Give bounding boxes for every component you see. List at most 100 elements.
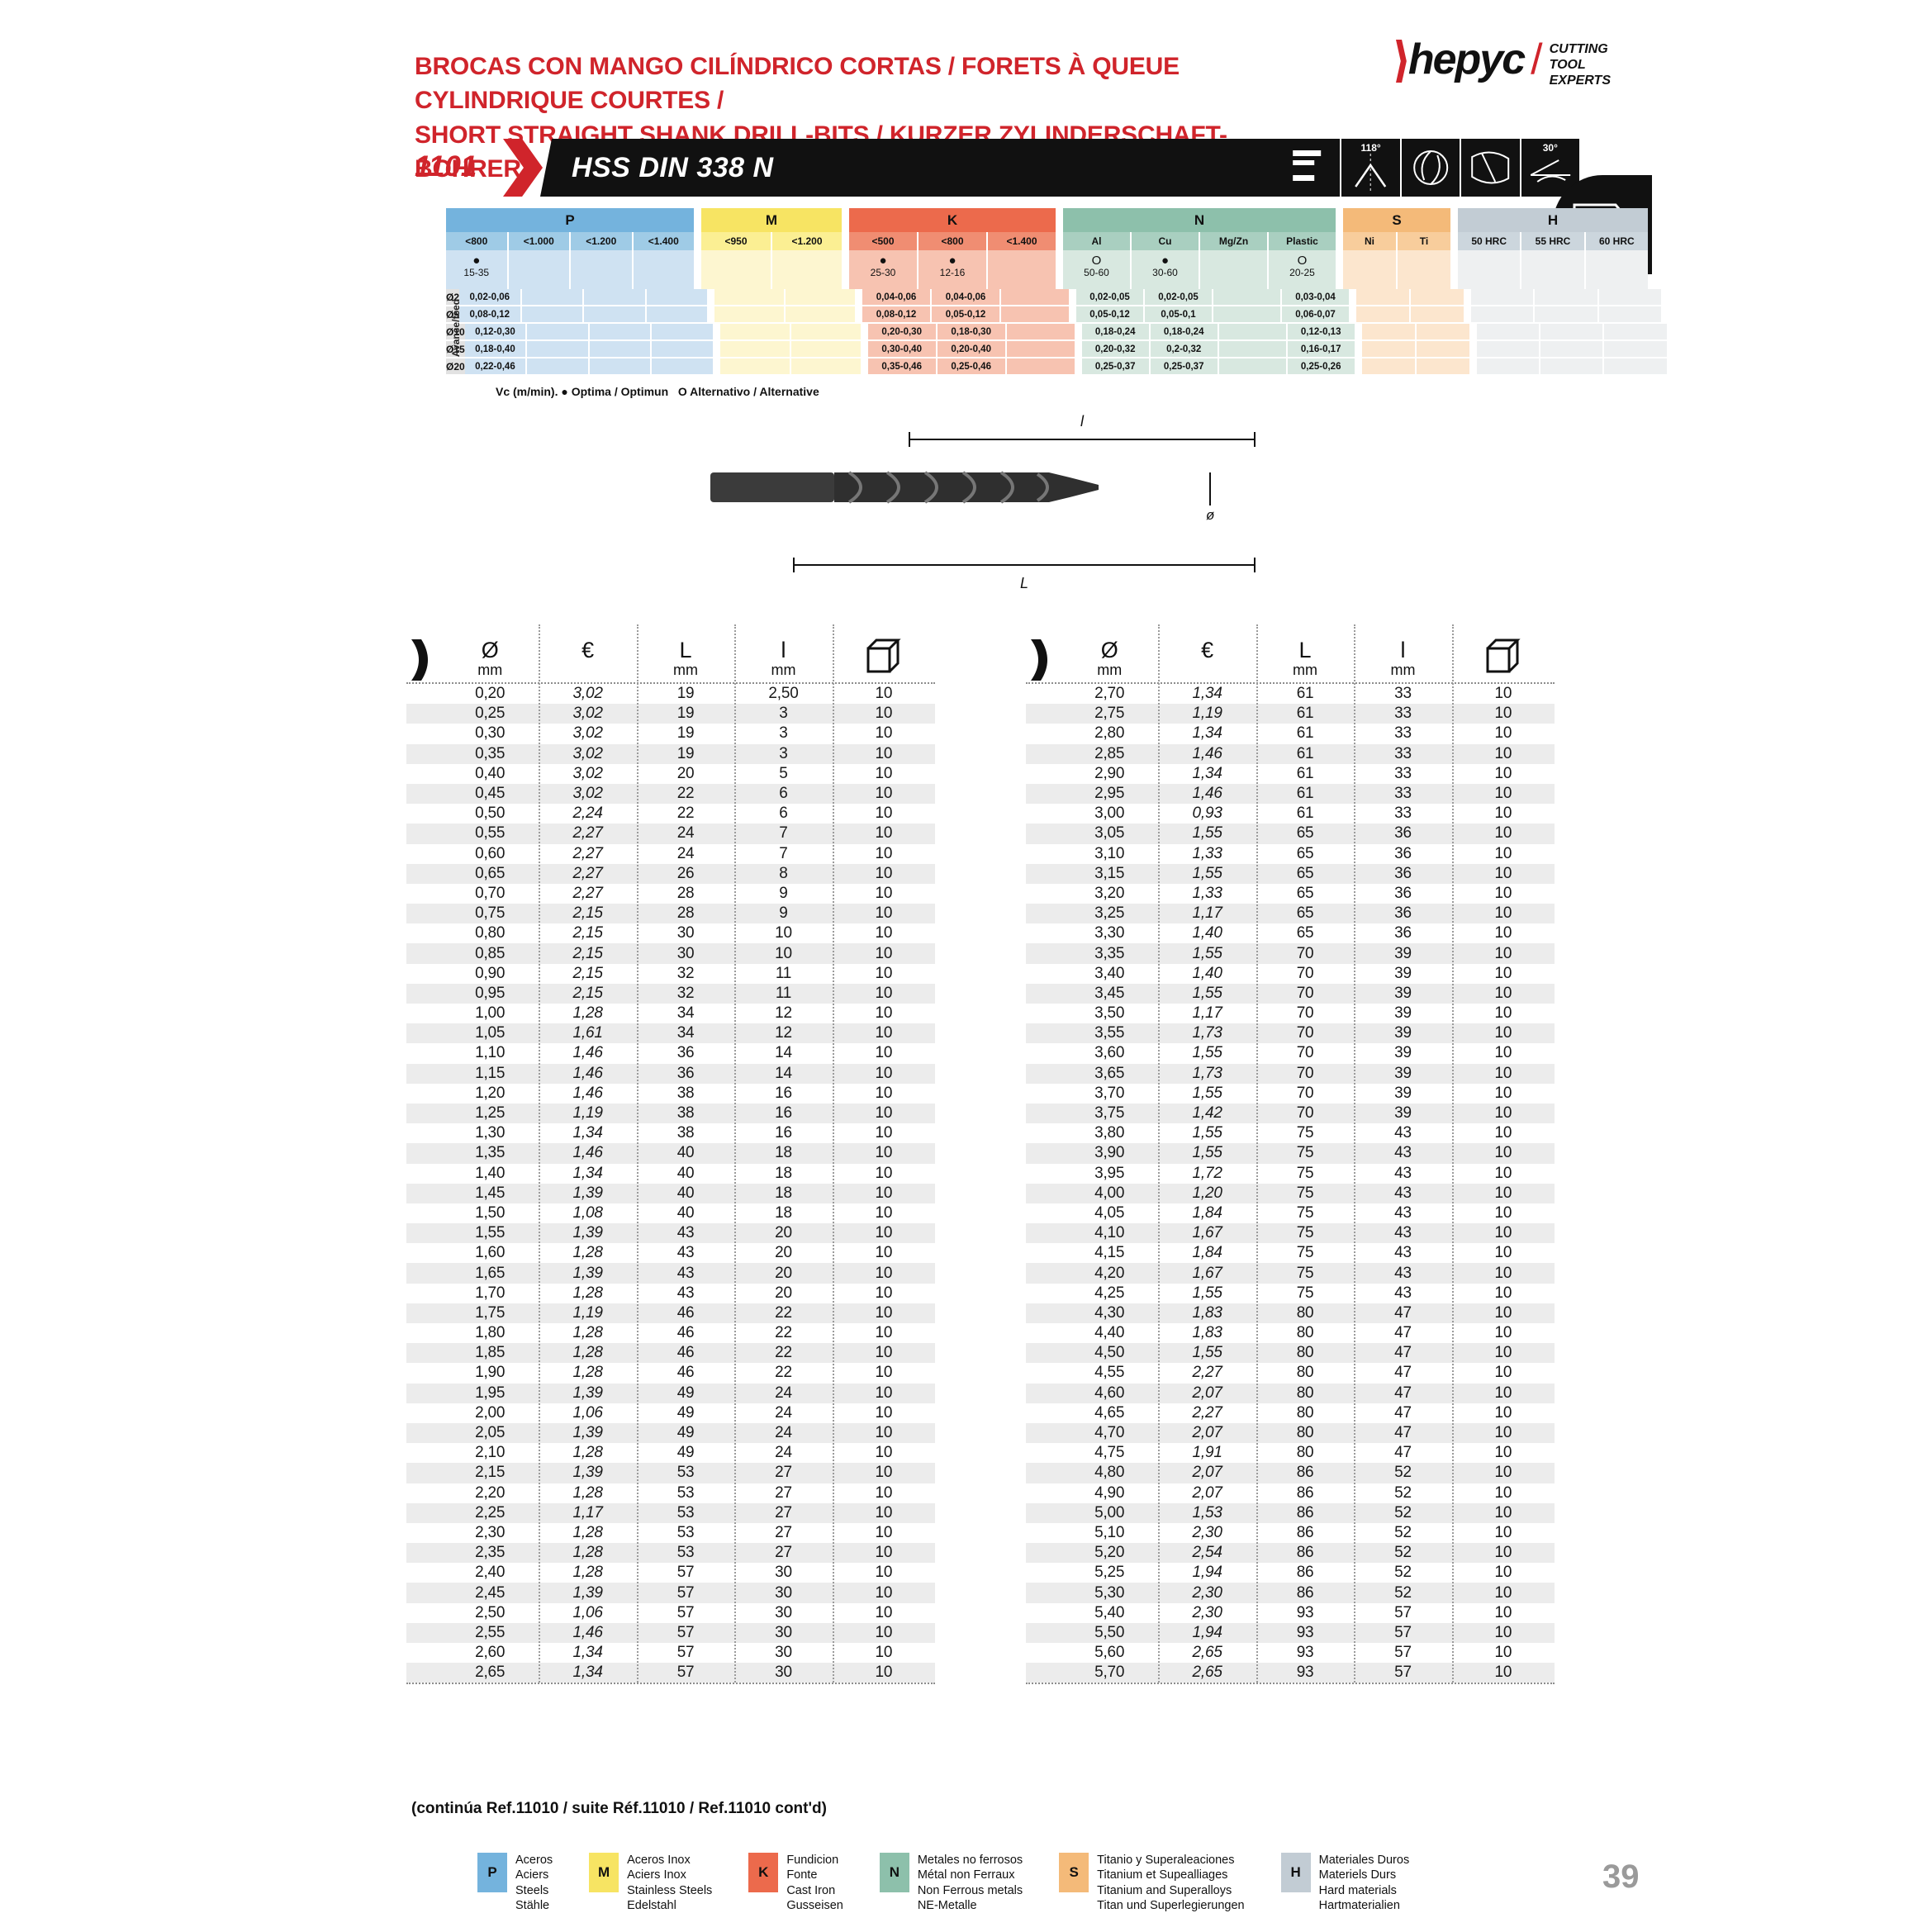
table-row[interactable]: 2,05 1,39 49 24 10 xyxy=(406,1422,935,1444)
table-row[interactable]: 3,90 1,55 75 43 10 xyxy=(1026,1143,1555,1164)
table-row[interactable]: 4,60 2,07 80 47 10 xyxy=(1026,1383,1555,1403)
table-row[interactable]: 1,80 1,28 46 22 10 xyxy=(406,1323,935,1343)
table-row[interactable]: 2,20 1,28 53 27 10 xyxy=(406,1483,935,1503)
table-row[interactable]: 3,05 1,55 65 36 10 xyxy=(1026,824,1555,844)
table-row[interactable]: 1,25 1,19 38 16 10 xyxy=(406,1103,935,1124)
table-row[interactable]: 0,20 3,02 19 2,50 10 xyxy=(406,684,935,704)
table-row[interactable]: 0,80 2,15 30 10 10 xyxy=(406,923,935,943)
table-row[interactable]: 4,20 1,67 75 43 10 xyxy=(1026,1263,1555,1284)
table-row[interactable]: 0,90 2,15 32 11 10 xyxy=(406,964,935,984)
table-row[interactable]: 3,45 1,55 70 39 10 xyxy=(1026,983,1555,1004)
table-row[interactable]: 2,95 1,46 61 33 10 xyxy=(1026,783,1555,805)
table-row[interactable]: 0,95 2,15 32 11 10 xyxy=(406,983,935,1004)
table-row[interactable]: 3,40 1,40 70 39 10 xyxy=(1026,964,1555,984)
table-row[interactable]: 1,00 1,28 34 12 10 xyxy=(406,1004,935,1023)
table-row[interactable]: 4,75 1,91 80 47 10 xyxy=(1026,1443,1555,1463)
table-row[interactable]: 1,60 1,28 43 20 10 xyxy=(406,1243,935,1263)
table-row[interactable]: 2,85 1,46 61 33 10 xyxy=(1026,743,1555,764)
table-row[interactable]: 2,45 1,39 57 30 10 xyxy=(406,1583,935,1603)
table-row[interactable]: 2,55 1,46 57 30 10 xyxy=(406,1622,935,1643)
table-row[interactable]: 5,00 1,53 86 52 10 xyxy=(1026,1502,1555,1523)
table-row[interactable]: 0,60 2,27 24 7 10 xyxy=(406,844,935,864)
table-row[interactable]: 1,50 1,08 40 18 10 xyxy=(406,1203,935,1223)
table-row[interactable]: 1,65 1,39 43 20 10 xyxy=(406,1263,935,1284)
table-row[interactable]: 4,05 1,84 75 43 10 xyxy=(1026,1203,1555,1223)
table-row[interactable]: 3,95 1,72 75 43 10 xyxy=(1026,1164,1555,1184)
table-row[interactable]: 2,70 1,34 61 33 10 xyxy=(1026,684,1555,704)
table-row[interactable]: 4,55 2,27 80 47 10 xyxy=(1026,1363,1555,1383)
table-row[interactable]: 1,05 1,61 34 12 10 xyxy=(406,1023,935,1044)
table-row[interactable]: 0,30 3,02 19 3 10 xyxy=(406,724,935,743)
table-row[interactable]: 3,00 0,93 61 33 10 xyxy=(1026,804,1555,824)
table-row[interactable]: 3,70 1,55 70 39 10 xyxy=(1026,1084,1555,1104)
table-row[interactable]: 1,15 1,46 36 14 10 xyxy=(406,1063,935,1084)
table-row[interactable]: 3,55 1,73 70 39 10 xyxy=(1026,1023,1555,1044)
table-row[interactable]: 5,10 2,30 86 52 10 xyxy=(1026,1523,1555,1543)
table-row[interactable]: 3,15 1,55 65 36 10 xyxy=(1026,863,1555,884)
table-row[interactable]: 1,75 1,19 46 22 10 xyxy=(406,1303,935,1323)
table-row[interactable]: 3,75 1,42 70 39 10 xyxy=(1026,1103,1555,1124)
table-row[interactable]: 2,60 1,34 57 30 10 xyxy=(406,1643,935,1663)
table-row[interactable]: 0,50 2,24 22 6 10 xyxy=(406,804,935,824)
table-row[interactable]: 3,50 1,17 70 39 10 xyxy=(1026,1004,1555,1023)
table-row[interactable]: 2,00 1,06 49 24 10 xyxy=(406,1403,935,1423)
table-row[interactable]: 4,50 1,55 80 47 10 xyxy=(1026,1343,1555,1364)
table-row[interactable]: 5,40 2,30 93 57 10 xyxy=(1026,1603,1555,1623)
table-row[interactable]: 1,70 1,28 43 20 10 xyxy=(406,1284,935,1303)
table-row[interactable]: 0,40 3,02 20 5 10 xyxy=(406,764,935,784)
table-row[interactable]: 2,90 1,34 61 33 10 xyxy=(1026,764,1555,784)
table-row[interactable]: 5,30 2,30 86 52 10 xyxy=(1026,1583,1555,1603)
table-row[interactable]: 3,10 1,33 65 36 10 xyxy=(1026,844,1555,864)
table-row[interactable]: 5,25 1,94 86 52 10 xyxy=(1026,1563,1555,1583)
table-row[interactable]: 2,15 1,39 53 27 10 xyxy=(406,1463,935,1483)
table-row[interactable]: 4,00 1,20 75 43 10 xyxy=(1026,1183,1555,1203)
table-row[interactable]: 5,20 2,54 86 52 10 xyxy=(1026,1543,1555,1564)
table-row[interactable]: 4,10 1,67 75 43 10 xyxy=(1026,1223,1555,1244)
table-row[interactable]: 0,55 2,27 24 7 10 xyxy=(406,824,935,844)
table-row[interactable]: 4,70 2,07 80 47 10 xyxy=(1026,1422,1555,1444)
table-row[interactable]: 0,65 2,27 26 8 10 xyxy=(406,863,935,884)
table-row[interactable]: 4,65 2,27 80 47 10 xyxy=(1026,1403,1555,1423)
table-row[interactable]: 1,45 1,39 40 18 10 xyxy=(406,1183,935,1203)
table-row[interactable]: 5,60 2,65 93 57 10 xyxy=(1026,1643,1555,1663)
table-row[interactable]: 3,25 1,17 65 36 10 xyxy=(1026,904,1555,924)
table-row[interactable]: 4,15 1,84 75 43 10 xyxy=(1026,1243,1555,1263)
table-row[interactable]: 4,80 2,07 86 52 10 xyxy=(1026,1463,1555,1483)
table-row[interactable]: 1,40 1,34 40 18 10 xyxy=(406,1164,935,1184)
table-row[interactable]: 3,60 1,55 70 39 10 xyxy=(1026,1043,1555,1063)
table-row[interactable]: 1,10 1,46 36 14 10 xyxy=(406,1043,935,1063)
table-row[interactable]: 2,30 1,28 53 27 10 xyxy=(406,1523,935,1543)
table-row[interactable]: 4,25 1,55 75 43 10 xyxy=(1026,1284,1555,1303)
table-row[interactable]: 2,35 1,28 53 27 10 xyxy=(406,1543,935,1564)
table-row[interactable]: 1,55 1,39 43 20 10 xyxy=(406,1223,935,1244)
table-row[interactable]: 3,65 1,73 70 39 10 xyxy=(1026,1063,1555,1084)
table-row[interactable]: 2,80 1,34 61 33 10 xyxy=(1026,724,1555,743)
table-row[interactable]: 5,50 1,94 93 57 10 xyxy=(1026,1622,1555,1643)
table-row[interactable]: 2,50 1,06 57 30 10 xyxy=(406,1603,935,1623)
table-row[interactable]: 4,40 1,83 80 47 10 xyxy=(1026,1323,1555,1343)
table-row[interactable]: 1,90 1,28 46 22 10 xyxy=(406,1363,935,1383)
table-row[interactable]: 2,10 1,28 49 24 10 xyxy=(406,1443,935,1463)
table-row[interactable]: 2,40 1,28 57 30 10 xyxy=(406,1563,935,1583)
table-row[interactable]: 0,45 3,02 22 6 10 xyxy=(406,783,935,805)
table-row[interactable]: 2,65 1,34 57 30 10 xyxy=(406,1663,935,1683)
table-row[interactable]: 1,20 1,46 38 16 10 xyxy=(406,1084,935,1104)
table-row[interactable]: 0,85 2,15 30 10 10 xyxy=(406,943,935,964)
table-row[interactable]: 3,20 1,33 65 36 10 xyxy=(1026,884,1555,904)
table-row[interactable]: 0,35 3,02 19 3 10 xyxy=(406,743,935,764)
table-row[interactable]: 4,90 2,07 86 52 10 xyxy=(1026,1483,1555,1503)
table-row[interactable]: 3,80 1,55 75 43 10 xyxy=(1026,1123,1555,1143)
table-row[interactable]: 1,30 1,34 38 16 10 xyxy=(406,1123,935,1143)
table-row[interactable]: 2,25 1,17 53 27 10 xyxy=(406,1502,935,1523)
table-row[interactable]: 0,75 2,15 28 9 10 xyxy=(406,904,935,924)
table-row[interactable]: 3,35 1,55 70 39 10 xyxy=(1026,943,1555,964)
table-row[interactable]: 4,30 1,83 80 47 10 xyxy=(1026,1303,1555,1323)
table-row[interactable]: 1,95 1,39 49 24 10 xyxy=(406,1383,935,1403)
table-row[interactable]: 2,75 1,19 61 33 10 xyxy=(1026,704,1555,724)
table-row[interactable]: 0,70 2,27 28 9 10 xyxy=(406,884,935,904)
table-row[interactable]: 1,85 1,28 46 22 10 xyxy=(406,1343,935,1364)
table-row[interactable]: 0,25 3,02 19 3 10 xyxy=(406,704,935,724)
table-row[interactable]: 5,70 2,65 93 57 10 xyxy=(1026,1663,1555,1683)
table-row[interactable]: 1,35 1,46 40 18 10 xyxy=(406,1143,935,1164)
table-row[interactable]: 3,30 1,40 65 36 10 xyxy=(1026,923,1555,943)
